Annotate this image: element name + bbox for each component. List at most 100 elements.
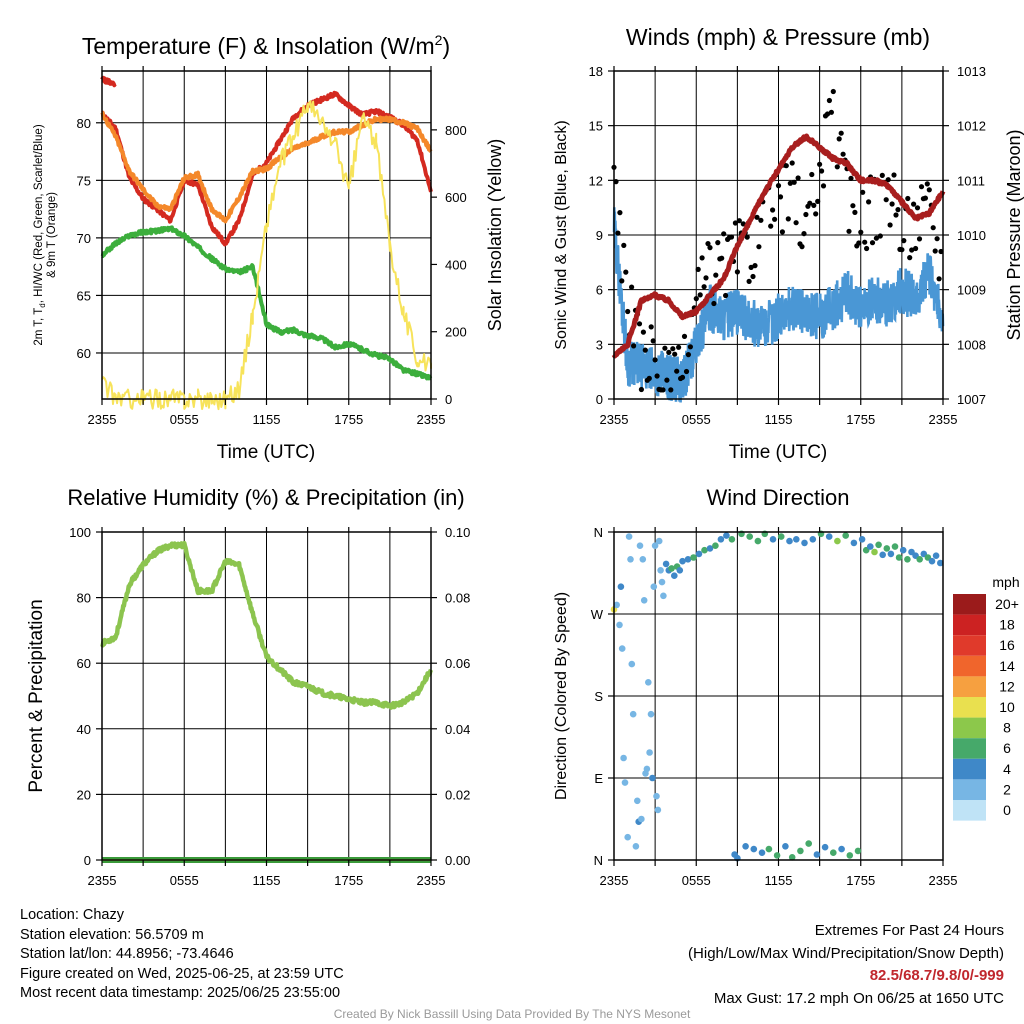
direction-point [671, 572, 678, 579]
colorbar-title: mph [992, 574, 1019, 590]
x-tick-label: 1155 [253, 873, 281, 888]
gust-point [768, 223, 774, 229]
x-tick-label: 2355 [929, 873, 958, 888]
extremes-subheading: (High/Low/Max Wind/Precipitation/Snow De… [688, 944, 1004, 962]
direction-point [813, 851, 821, 858]
gust-point [713, 272, 719, 278]
direction-point [916, 556, 923, 563]
direction-point [650, 583, 658, 590]
gust-point [629, 284, 635, 290]
y2-tick-label: 800 [445, 123, 467, 138]
gust-point [705, 241, 711, 247]
gust-point [918, 184, 925, 190]
gust-point [695, 266, 701, 272]
direction-point [654, 806, 662, 814]
direction-point [797, 847, 804, 855]
gust-point [811, 202, 817, 208]
series-line [611, 133, 946, 359]
x-tick-label: 1155 [253, 412, 281, 427]
direction-point [809, 536, 817, 543]
direction-point [717, 536, 725, 543]
colorbar-label: 20+ [995, 596, 1019, 612]
y-tick-label: 9 [596, 228, 603, 243]
gust-point [683, 368, 690, 375]
gust-point [648, 324, 654, 330]
gust-point [817, 161, 823, 167]
direction-point [679, 557, 686, 565]
y2-tick-label: 400 [445, 257, 467, 272]
y-tick-label: 75 [77, 173, 91, 188]
direction-point [621, 779, 629, 786]
gust-point [785, 216, 791, 222]
temperature-panel: Temperature (F) & Insolation (W/m2) 2355… [33, 32, 505, 463]
direction-point [758, 849, 766, 856]
max-gust: Max Gust: 17.2 mph On 06/25 at 1650 UTC [713, 989, 1004, 1007]
gust-point [758, 217, 764, 223]
x-tick-label: 1155 [765, 412, 793, 427]
direction-point [788, 854, 796, 861]
direction-point [858, 536, 866, 543]
gust-point [770, 207, 776, 213]
gust-point [862, 239, 868, 245]
humidity-y-label: Percent & Precipitation [26, 599, 47, 792]
direction-point [646, 749, 653, 756]
humidity-title: Relative Humidity (%) & Precipitation (i… [67, 485, 464, 510]
y2-tick-label: 1010 [957, 228, 986, 243]
extremes-heading: Extremes For Past 24 Hours [814, 922, 1004, 939]
gust-point [820, 183, 827, 189]
gust-point [834, 164, 840, 170]
gust-point [934, 236, 940, 242]
gust-point [899, 247, 905, 253]
direction-point [618, 645, 626, 652]
gust-point [911, 201, 917, 207]
direction-point [805, 840, 812, 847]
humidity-panel: Relative Humidity (%) & Precipitation (i… [26, 485, 470, 888]
temperature-title: Temperature (F) & Insolation (W/m2) [82, 32, 450, 59]
direction-point [742, 843, 749, 850]
y-tick-label: 3 [596, 337, 603, 352]
colorbar-swatch [953, 717, 986, 739]
gust-point [907, 255, 913, 261]
gust-point [783, 163, 789, 169]
y-tick-label: 60 [77, 656, 91, 671]
direction-point [627, 556, 634, 563]
gust-point [866, 199, 872, 205]
direction-point [854, 847, 862, 855]
colorbar-label: 4 [1003, 761, 1011, 777]
figure-created: Figure created on Wed, 2025-06-25, at 23… [20, 965, 344, 982]
direction-panel: Wind Direction 2355 0555 1155 1755 2355 N E S W N… [553, 485, 1020, 888]
direction-point [750, 845, 758, 853]
gust-point [685, 352, 692, 358]
y2-tick-label: 0.06 [445, 656, 470, 671]
gust-point [621, 242, 627, 248]
y-tick-label: 6 [596, 283, 603, 298]
gust-point [826, 97, 833, 104]
direction-point [640, 597, 648, 604]
y2-tick-label: 200 [445, 325, 467, 340]
winds-grid [614, 71, 943, 399]
direction-point [701, 546, 708, 554]
direction-point [695, 550, 703, 558]
gust-point [674, 368, 680, 374]
gust-point [662, 345, 668, 351]
gust-point [736, 218, 742, 224]
temperature-x-label: Time (UTC) [217, 442, 316, 463]
gust-point [772, 216, 778, 222]
gust-point [905, 195, 911, 202]
direction-point [625, 533, 633, 540]
gust-point [883, 197, 889, 203]
gust-point [840, 151, 846, 157]
gust-point [687, 344, 694, 350]
gust-point [703, 275, 709, 281]
gust-point [850, 203, 856, 209]
direction-point [883, 545, 891, 552]
direction-point [690, 554, 697, 561]
x-tick-label: 1155 [765, 873, 793, 888]
direction-point [676, 567, 684, 574]
gust-point [617, 210, 623, 216]
gust-point [887, 222, 893, 228]
direction-point [638, 815, 645, 823]
temperature-y2-label: Solar Insolation (Yellow) [485, 139, 505, 331]
gust-point [914, 205, 921, 211]
